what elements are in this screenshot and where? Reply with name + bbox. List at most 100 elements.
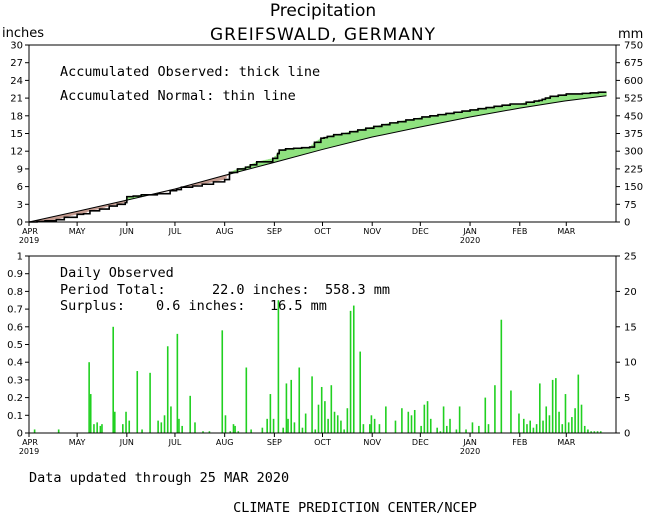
- deficit-area-segment: [213, 178, 216, 182]
- top-left-tick-label: 3: [17, 200, 23, 211]
- surplus-area-segment: [521, 103, 524, 108]
- surplus-area-segment: [595, 92, 598, 98]
- surplus-area-segment: [553, 95, 556, 103]
- surplus-area-segment: [335, 134, 338, 147]
- daily-bar: [266, 418, 268, 433]
- surplus-area-segment: [463, 110, 466, 119]
- surplus-area-segment: [333, 134, 336, 147]
- surplus-area-segment: [518, 103, 521, 109]
- daily-bar: [88, 362, 90, 433]
- daily-bar: [449, 418, 451, 433]
- daily-bar: [478, 425, 480, 433]
- surplus-area-segment: [404, 120, 407, 131]
- deficit-area-segment: [51, 216, 54, 221]
- deficit-area-segment: [195, 183, 198, 186]
- daily-bar: [282, 427, 285, 433]
- surplus-area-segment: [417, 117, 420, 128]
- daily-bar: [293, 422, 296, 433]
- surplus-area-segment: [319, 138, 322, 151]
- surplus-label: Surplus:: [60, 298, 125, 314]
- surplus-area-segment: [598, 92, 601, 97]
- surplus-area-segment: [296, 147, 299, 157]
- daily-bar: [290, 379, 293, 433]
- deficit-area-segment: [46, 217, 49, 221]
- surplus-area-segment: [534, 100, 537, 106]
- daily-bar: [33, 429, 36, 433]
- surplus-area-segment: [566, 93, 569, 101]
- daily-bar: [359, 351, 361, 433]
- surplus-area-segment: [263, 160, 266, 166]
- daily-bar: [189, 395, 191, 433]
- surplus-area-segment: [540, 99, 543, 105]
- top-right-tick-label: 750: [624, 41, 643, 52]
- surplus-area-segment: [577, 93, 580, 100]
- deficit-area-segment: [219, 176, 222, 181]
- daily-bar: [141, 429, 143, 433]
- daily-bar: [401, 408, 403, 433]
- daily-bar: [327, 418, 329, 433]
- surplus-area-segment: [513, 104, 516, 110]
- daily-bar: [245, 367, 248, 433]
- bottom-right-tick-label: 15: [624, 322, 637, 333]
- bottom-right-tick-label: 20: [624, 287, 637, 298]
- surplus-area-segment: [344, 132, 347, 144]
- top-right-tick-label: 225: [624, 164, 643, 175]
- deficit-area-segment: [53, 216, 56, 220]
- daily-bar: [590, 431, 592, 433]
- daily-bar: [346, 408, 349, 433]
- surplus-area-segment: [478, 108, 481, 116]
- surplus-area-segment: [389, 122, 392, 134]
- daily-bar: [122, 424, 124, 433]
- daily-bar: [445, 425, 448, 433]
- daily-bar: [232, 424, 235, 433]
- surplus-area-segment: [259, 160, 262, 166]
- bottom-x-tick-label: AUG: [216, 438, 234, 447]
- surplus-area-segment: [287, 148, 290, 159]
- daily-bar: [542, 420, 544, 433]
- bottom-left-tick-label: 0.9: [7, 269, 23, 280]
- surplus-area-segment: [510, 104, 513, 110]
- surplus-area-segment: [583, 93, 586, 99]
- daily-bar: [136, 371, 139, 433]
- surplus-area-segment: [445, 113, 448, 122]
- surplus-area-segment: [470, 109, 473, 117]
- surplus-area-segment: [328, 135, 331, 148]
- deficit-area-segment: [203, 180, 206, 184]
- surplus-area-segment: [292, 148, 295, 158]
- period-total-label: Period Total:: [60, 282, 166, 298]
- top-left-tick-label: 0: [17, 218, 23, 229]
- deficit-area-segment: [62, 214, 65, 218]
- surplus-area-segment: [388, 123, 391, 134]
- surplus-area-segment: [587, 92, 590, 99]
- surplus-area-segment: [402, 120, 405, 131]
- daily-bar: [93, 424, 95, 433]
- surplus-area-segment: [604, 92, 607, 96]
- surplus-area-segment: [349, 131, 352, 143]
- top-right-unit-label: mm: [618, 27, 643, 42]
- bottom-x-tick-label: SEP: [267, 438, 282, 447]
- daily-bar: [317, 404, 320, 433]
- top-right-tick-label: 375: [624, 129, 643, 140]
- daily-bar: [194, 422, 196, 433]
- daily-bar: [429, 418, 432, 433]
- daily-bar: [178, 418, 180, 433]
- deficit-area-segment: [48, 217, 51, 221]
- surplus-area-segment: [130, 196, 133, 200]
- deficit-area-segment: [223, 175, 226, 180]
- deficit-area-segment: [224, 175, 227, 179]
- daily-bar: [301, 427, 304, 433]
- surplus-area-segment: [450, 112, 453, 121]
- deficit-area-segment: [83, 209, 86, 214]
- data-updated-note: Data updated through 25 MAR 2020: [29, 470, 289, 486]
- daily-bar: [551, 379, 554, 433]
- daily-bar: [535, 424, 538, 433]
- surplus-area-segment: [447, 113, 450, 122]
- surplus-area-segment: [484, 107, 487, 115]
- daily-bar: [362, 424, 365, 433]
- deficit-area-segment: [57, 215, 60, 219]
- deficit-area-segment: [91, 207, 94, 211]
- surplus-area-segment: [426, 116, 429, 126]
- surplus-area-segment: [237, 168, 240, 172]
- surplus-area-segment: [280, 149, 283, 161]
- surplus-area-segment: [524, 102, 527, 108]
